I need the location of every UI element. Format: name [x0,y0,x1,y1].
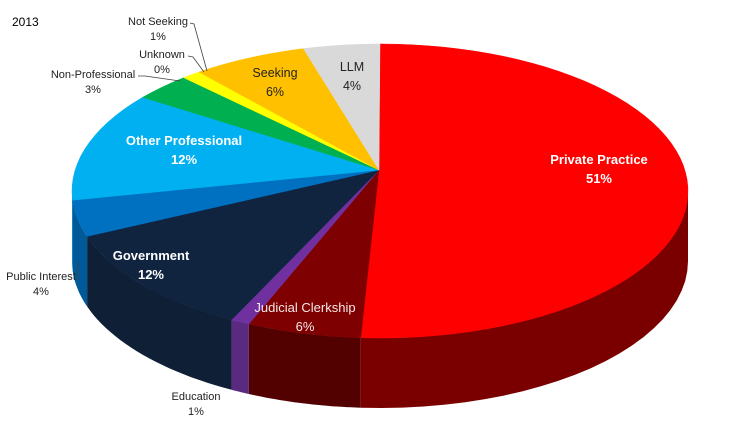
label-government-name: Government [112,248,190,263]
slice-public-interest [72,169,380,237]
label-judicial-clerkship: Judicial Clerkship 6% [254,298,355,336]
label-government: Government 12% [113,246,190,284]
slice-other-professional [71,97,380,201]
label-other-professional: Other Professional 12% [126,131,242,169]
label-non-professional-pct: 3% [85,84,101,96]
pie-top-slices [71,43,689,339]
label-llm: LLM 4% [340,58,364,96]
label-other-professional-name: Other Professional [125,133,243,148]
leader-line-not-seeking [189,22,208,72]
label-education-name: Education [171,391,221,403]
label-seeking: Seeking 6% [252,64,297,102]
side-private-practice [360,191,688,408]
chart-title-year: 2013 [12,15,39,29]
pie-side-walls [72,191,688,408]
label-judicial-clerkship-pct: 6% [295,319,315,334]
label-judicial-clerkship-name: Judicial Clerkship [254,300,356,315]
side-judicial-clerkship [248,324,361,408]
leader-lines [77,22,208,280]
side-government [87,236,232,390]
label-public-interest: Public Interest 4% [6,270,76,300]
label-seeking-pct: 6% [265,85,285,99]
label-seeking-name: Seeking [252,66,298,80]
leader-line-non-professional [138,75,181,82]
label-llm-pct: 4% [342,79,362,93]
label-non-professional: Non-Professional 3% [51,68,135,98]
slice-private-practice [360,43,689,339]
label-public-interest-name: Public Interest [6,271,76,283]
label-private-practice-pct: 51% [585,171,613,186]
label-not-seeking-name: Not Seeking [128,16,188,28]
label-unknown: Unknown 0% [139,48,185,78]
label-not-seeking: Not Seeking 1% [128,15,188,45]
label-other-professional-pct: 12% [170,152,198,167]
label-public-interest-pct: 4% [33,286,49,298]
slice-llm [302,43,381,171]
side-public-interest [72,200,88,307]
label-government-pct: 12% [137,267,165,282]
side-education [231,319,249,394]
slice-judicial-clerkship [248,169,380,338]
label-education-pct: 1% [188,406,204,418]
label-llm-name: LLM [339,60,365,74]
side-other-professional [72,191,73,271]
label-not-seeking-pct: 1% [150,31,166,43]
label-non-professional-name: Non-Professional [50,69,136,81]
label-education: Education 1% [172,390,221,420]
label-unknown-name: Unknown [139,49,185,61]
label-unknown-pct: 0% [154,64,170,76]
leader-line-unknown [187,55,205,73]
slice-government [86,169,380,321]
label-private-practice: Private Practice 51% [550,150,648,188]
label-private-practice-name: Private Practice [550,152,648,167]
